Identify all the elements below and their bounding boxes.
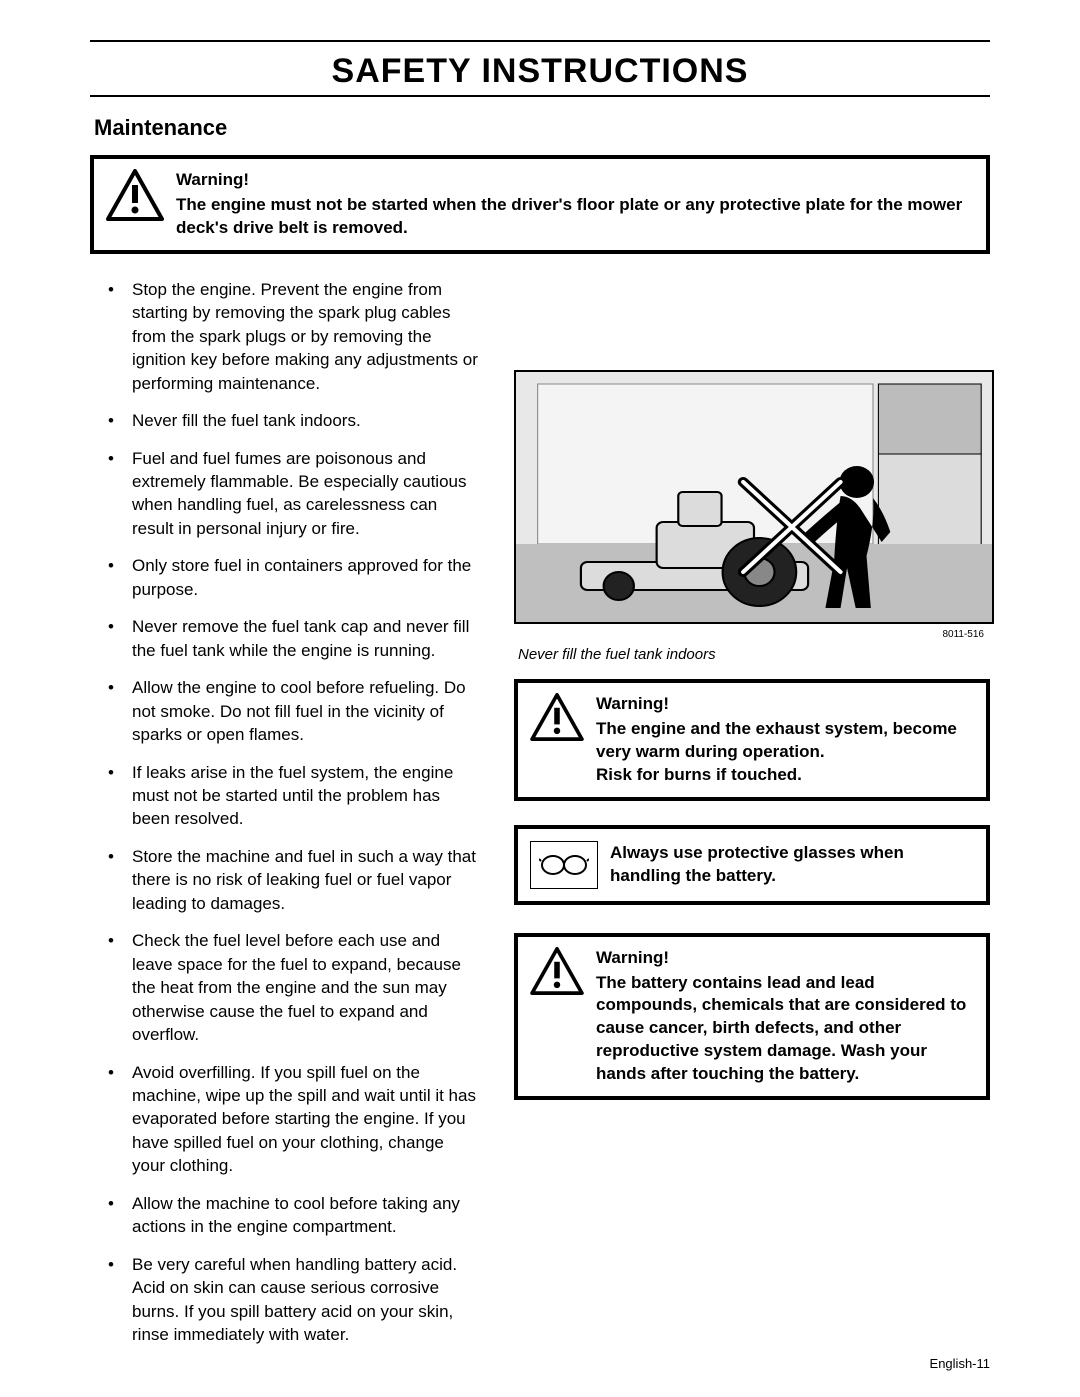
section-heading: Maintenance [94, 115, 990, 141]
page-footer: English-11 [930, 1356, 990, 1371]
list-item: Allow the engine to cool before refuelin… [94, 676, 480, 746]
warning-label: Warning! [596, 947, 974, 970]
list-item: Only store fuel in containers approved f… [94, 554, 480, 601]
list-item: Be very careful when handling battery ac… [94, 1253, 480, 1347]
list-item: Check the fuel level before each use and… [94, 929, 480, 1046]
warning-text: Warning! The battery contains lead and l… [596, 947, 974, 1087]
figure-illustration [514, 370, 994, 624]
bullet-list: Stop the engine. Prevent the engine from… [94, 278, 480, 1347]
list-item: Fuel and fuel fumes are poisonous and ex… [94, 447, 480, 541]
list-item: Never remove the fuel tank cap and never… [94, 615, 480, 662]
list-item: If leaks arise in the fuel system, the e… [94, 761, 480, 831]
warning-label: Warning! [596, 693, 974, 716]
figure-wrap: 8011-516 [514, 370, 990, 624]
right-column: 8011-516 Never fill the fuel tank indoor… [514, 278, 990, 1361]
warning-label: Warning! [176, 169, 974, 192]
top-rule [90, 40, 990, 42]
warning-body: The battery contains lead and lead compo… [596, 973, 966, 1084]
warning-triangle-icon [106, 169, 164, 221]
warning-body: The engine and the exhaust system, becom… [596, 719, 957, 784]
warning-text: Warning! The engine and the exhaust syst… [596, 693, 974, 787]
left-column: Stop the engine. Prevent the engine from… [90, 278, 480, 1361]
warning-box-heat: Warning! The engine and the exhaust syst… [514, 679, 990, 801]
figure-caption: Never fill the fuel tank indoors [518, 646, 990, 663]
list-item: Allow the machine to cool before taking … [94, 1192, 480, 1239]
page-title: SAFETY INSTRUCTIONS [90, 52, 990, 91]
warning-body: The engine must not be started when the … [176, 195, 962, 237]
title-underline [90, 95, 990, 97]
notice-box-glasses: Always use protective glasses when handl… [514, 825, 990, 905]
two-column-layout: Stop the engine. Prevent the engine from… [90, 278, 990, 1361]
warning-box-top: Warning! The engine must not be started … [90, 155, 990, 254]
safety-glasses-icon [530, 841, 598, 889]
notice-text: Always use protective glasses when handl… [610, 842, 974, 888]
warning-triangle-icon [530, 947, 584, 995]
warning-triangle-icon [530, 693, 584, 741]
warning-box-battery: Warning! The battery contains lead and l… [514, 933, 990, 1101]
figure-reference: 8011-516 [942, 629, 984, 640]
list-item: Stop the engine. Prevent the engine from… [94, 278, 480, 395]
list-item: Store the machine and fuel in such a way… [94, 845, 480, 915]
list-item: Never fill the fuel tank indoors. [94, 409, 480, 432]
spacer [514, 278, 990, 370]
warning-text: Warning! The engine must not be started … [176, 169, 974, 240]
list-item: Avoid overfilling. If you spill fuel on … [94, 1061, 480, 1178]
page: SAFETY INSTRUCTIONS Maintenance Warning!… [0, 0, 1080, 1397]
